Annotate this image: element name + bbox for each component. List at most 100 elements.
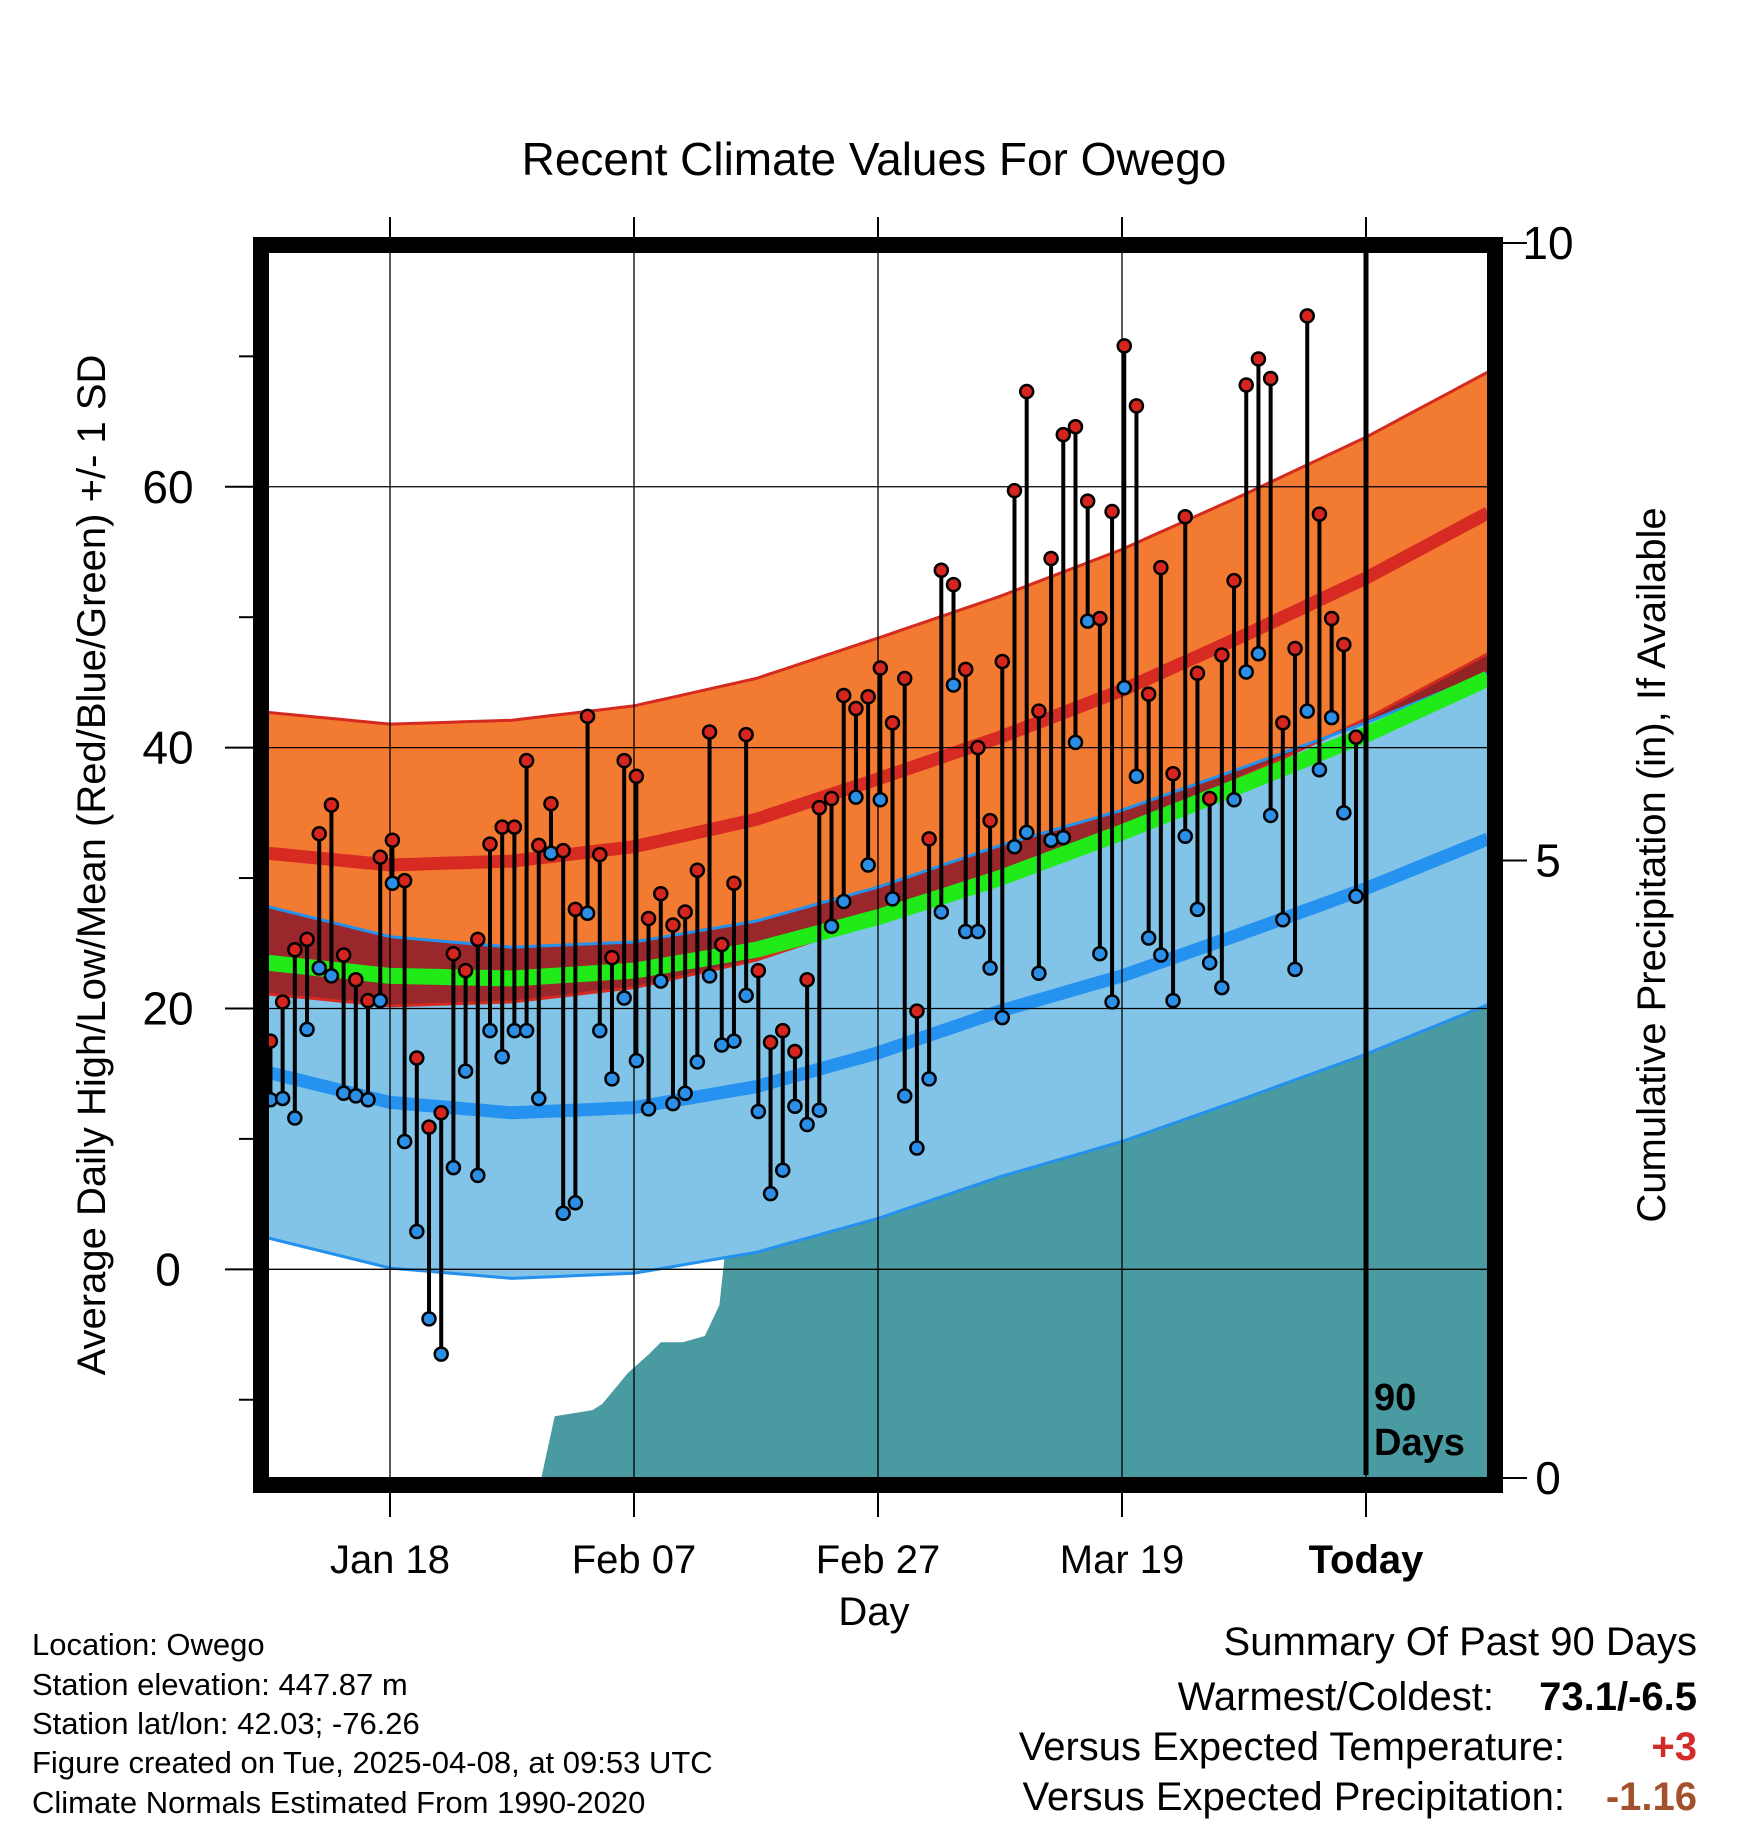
- observed-low-point: [1165, 992, 1181, 1009]
- observed-high-point: [268, 1033, 279, 1049]
- observed-high-point: [335, 947, 352, 963]
- observed-high-point: [774, 1022, 791, 1039]
- observed-low-point: [750, 1103, 767, 1120]
- observed-high-point: [1031, 703, 1047, 719]
- y-tick-label: 40: [142, 722, 193, 774]
- observed-high-point: [1189, 665, 1206, 682]
- observed-high-point: [445, 945, 462, 962]
- observed-low-point: [982, 960, 998, 976]
- observed-high-point: [433, 1105, 449, 1121]
- observed-temperatures: [268, 308, 1364, 1362]
- observed-low-point: [579, 905, 596, 922]
- observed-high-point: [1116, 338, 1133, 354]
- summary-warmest-coldest-value: 73.1/-6.5: [1539, 1675, 1697, 1719]
- observed-low-point: [1092, 945, 1108, 962]
- observed-high-point: [1287, 640, 1303, 657]
- observed-low-point: [835, 893, 852, 910]
- y-tick-label: 0: [155, 1243, 181, 1295]
- observed-high-point: [1043, 550, 1059, 567]
- observed-high-point: [531, 837, 547, 854]
- observed-high-point: [738, 726, 754, 743]
- observed-high-point: [1336, 636, 1352, 653]
- observed-low-point: [653, 973, 669, 989]
- observed-low-point: [811, 1102, 828, 1118]
- observed-low-point: [1067, 734, 1084, 751]
- observed-low-point: [628, 1052, 645, 1069]
- observed-high-point: [1299, 308, 1315, 324]
- observed-high-point: [994, 653, 1011, 670]
- footer-created: Figure created on Tue, 2025-04-08, at 09…: [32, 1745, 713, 1780]
- observed-high-point: [299, 931, 315, 948]
- observed-high-point: [482, 836, 498, 852]
- observed-low-point: [1348, 888, 1364, 905]
- observed-low-point: [1116, 679, 1133, 696]
- observed-high-point: [848, 700, 864, 717]
- y-tick-label: 20: [142, 982, 193, 1034]
- observed-low-point: [1018, 824, 1035, 841]
- observed-high-point: [628, 768, 645, 785]
- observed-low-point: [299, 1021, 315, 1038]
- observed-high-point: [1018, 383, 1035, 400]
- observed-low-point: [433, 1346, 449, 1362]
- footer-normals: Climate Normals Estimated From 1990-2020: [32, 1785, 645, 1820]
- observed-low-point: [1214, 979, 1230, 996]
- observed-low-point: [274, 1090, 291, 1107]
- y-axis-label-left: Average Daily High/Low/Mean (Red/Blue/Gr…: [70, 355, 114, 1376]
- x-tick-label: Feb 27: [816, 1538, 941, 1582]
- observed-low-point: [1128, 768, 1145, 785]
- observed-high-point: [592, 846, 608, 863]
- observed-high-point: [555, 842, 571, 859]
- observed-low-point: [933, 904, 950, 920]
- y2-tick-label: 10: [1522, 217, 1573, 269]
- observed-low-point: [665, 1095, 681, 1112]
- observed-high-point: [1262, 370, 1279, 387]
- observed-high-point: [933, 562, 950, 578]
- summary-temp-label: Versus Expected Temperature:: [1019, 1725, 1565, 1769]
- observed-high-point: [665, 917, 681, 933]
- observed-high-point: [799, 972, 815, 988]
- observed-low-point: [311, 960, 327, 976]
- observed-low-point: [543, 845, 559, 862]
- observed-high-point: [274, 994, 291, 1010]
- observed-high-point: [677, 904, 693, 920]
- observed-high-point: [409, 1050, 425, 1066]
- observed-high-point: [1275, 715, 1291, 731]
- observed-high-point: [957, 661, 974, 678]
- observed-high-point: [896, 670, 913, 687]
- observed-low-point: [909, 1140, 925, 1156]
- observed-low-point: [896, 1088, 913, 1104]
- observed-low-point: [1031, 965, 1047, 982]
- x-axis-label: Day: [838, 1590, 909, 1634]
- observed-low-point: [860, 857, 876, 873]
- observed-low-point: [640, 1101, 657, 1117]
- summary-temp-value: +3: [1651, 1725, 1697, 1769]
- observed-low-point: [726, 1033, 742, 1049]
- plot-frame: [253, 237, 1503, 1493]
- observed-low-point: [1287, 961, 1303, 978]
- observed-low-point: [531, 1090, 547, 1107]
- observed-low-point: [1336, 805, 1352, 821]
- observed-high-point: [1104, 503, 1120, 520]
- observed-high-point: [884, 715, 901, 731]
- observed-low-point: [1226, 792, 1242, 808]
- observed-high-point: [689, 862, 706, 878]
- observed-high-point: [835, 687, 852, 704]
- x-tick-label: Today: [1309, 1538, 1425, 1582]
- observed-low-point: [335, 1085, 352, 1101]
- observed-low-point: [1201, 955, 1218, 971]
- footer-location: Location: Owego: [32, 1627, 265, 1662]
- observed-high-point: [1214, 647, 1230, 663]
- observed-low-point: [396, 1133, 413, 1150]
- observed-low-point: [360, 1092, 376, 1108]
- observed-high-point: [470, 931, 486, 948]
- observed-high-point: [1177, 509, 1194, 525]
- observed-high-point: [1226, 572, 1242, 589]
- y-tick-label: 60: [142, 461, 193, 513]
- observed-low-point: [787, 1098, 803, 1115]
- observed-low-point: [1189, 901, 1206, 918]
- observed-low-point: [616, 990, 632, 1006]
- summary-precip-value: -1.16: [1606, 1775, 1697, 1819]
- observed-high-point: [287, 942, 303, 958]
